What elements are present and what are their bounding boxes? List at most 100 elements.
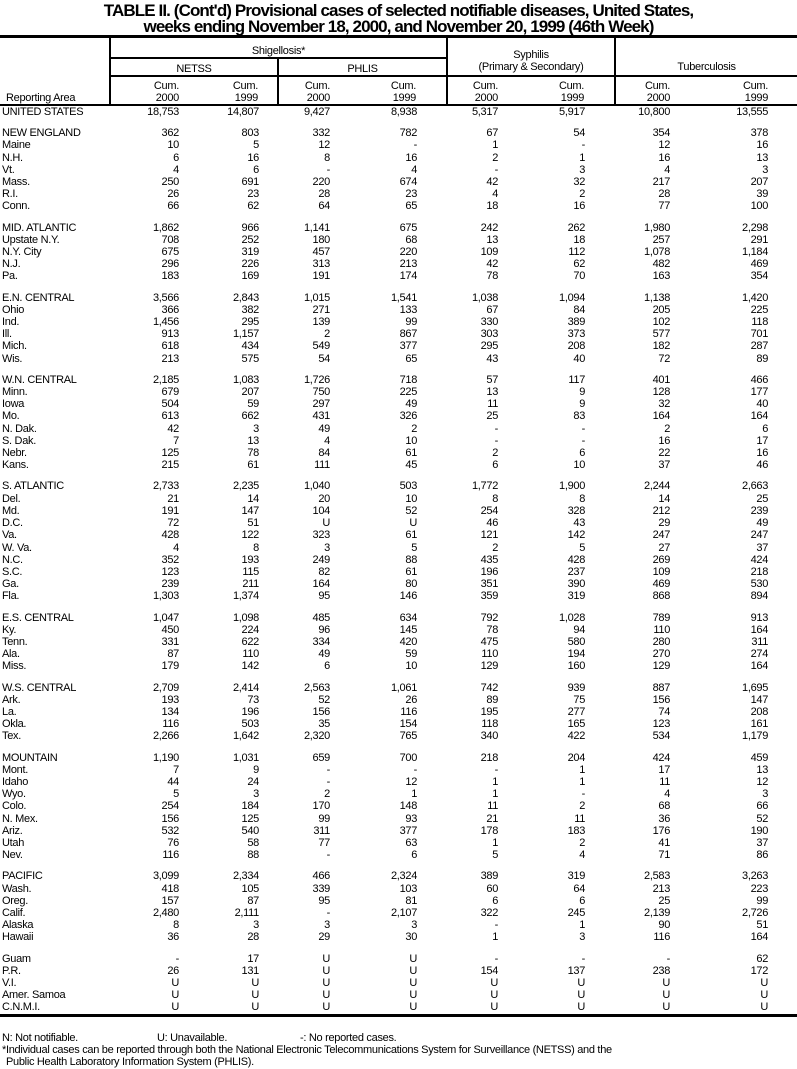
- cell-value: 418: [161, 882, 180, 895]
- cell-value: 125: [241, 812, 260, 825]
- cell-value: 1,420: [742, 291, 769, 304]
- cell-value: 11: [574, 812, 586, 825]
- cell-value: U: [577, 977, 586, 989]
- cell-value: 503: [399, 480, 418, 493]
- cell-value: 3: [579, 931, 586, 944]
- cell-value: 1,083: [232, 373, 259, 386]
- cell-value: 6: [762, 422, 769, 435]
- cell-value: 170: [312, 800, 331, 813]
- cell-value: 11: [487, 398, 499, 411]
- cell-value: U: [322, 964, 330, 977]
- cell-value: 57: [486, 373, 499, 386]
- cell-value: 3: [253, 788, 259, 801]
- table-row: Ga. 239 211 164 80 351 390 469 530: [0, 578, 797, 590]
- cell-value: 61: [247, 459, 259, 472]
- table-row: S.C. 123 115 82 61 196 237 109 218: [0, 566, 797, 578]
- cell-value: 2: [411, 422, 418, 435]
- cell-value: 424: [750, 553, 769, 566]
- cell-value: 2,843: [232, 291, 259, 304]
- cell-value: 89: [756, 352, 769, 365]
- cell-value: 100: [750, 200, 769, 213]
- table-row: N.Y. City 675 319 457 220 109 112 1,078 1,184: [0, 246, 797, 258]
- cell-value: 1: [492, 775, 499, 788]
- cell-value: 208: [567, 340, 586, 353]
- cell-value: 270: [652, 648, 671, 661]
- cell-value: 13: [486, 233, 499, 246]
- cell-value: 2,235: [232, 480, 259, 493]
- cell-value: 137: [567, 964, 586, 977]
- cell-value: 16: [405, 151, 418, 164]
- cell-value: 62: [247, 200, 259, 213]
- table-row: Wis. 213 575 54 65 43 40 72 89: [0, 353, 797, 365]
- cell-value: 30: [405, 931, 418, 944]
- cell-value: 3: [762, 788, 769, 801]
- cell-value: 239: [750, 504, 769, 517]
- cell-value: 332: [312, 127, 331, 140]
- cell-value: 1: [492, 788, 499, 801]
- cell-value: 475: [480, 635, 499, 648]
- cell-value: 35: [318, 718, 330, 731]
- cell-value: 504: [161, 398, 180, 411]
- cell-value: 42: [486, 258, 499, 271]
- cell-value: 1,157: [232, 328, 259, 341]
- cell-value: 1,862: [152, 221, 179, 234]
- cell-value: 42: [167, 422, 179, 435]
- cell-value: 382: [241, 303, 260, 316]
- cell-value: 59: [405, 648, 418, 661]
- reporting-area-name: Ala.: [2, 648, 20, 661]
- cell-value: 313: [312, 258, 331, 271]
- cell-value: 3,566: [152, 291, 179, 304]
- cell-value: 389: [480, 870, 499, 883]
- cell-value: 377: [399, 340, 418, 353]
- table-row: Ind. 1,456 295 139 99 330 389 102 118: [0, 316, 797, 328]
- cell-value: 68: [405, 233, 418, 246]
- cell-value: 8,938: [390, 106, 418, 118]
- cell-value: 2: [492, 151, 499, 164]
- cell-value: 88: [405, 553, 418, 566]
- table-row-region: MOUNTAIN 1,190 1,031 659 700 218 204 424 459: [0, 752, 797, 764]
- reporting-area-name: Okla.: [2, 718, 27, 731]
- reporting-area-name: Va.: [2, 529, 17, 542]
- header-column-cum: Cum. 2000: [277, 76, 366, 106]
- reporting-area-name: S. ATLANTIC: [2, 480, 64, 493]
- cell-value: 254: [161, 800, 180, 813]
- cell-value: 354: [652, 127, 671, 140]
- cell-value: 8: [324, 151, 330, 164]
- cell-value: 2,709: [152, 681, 179, 694]
- table-row: Nebr. 125 78 84 61 2 6 22 16: [0, 447, 797, 459]
- table-row: Hawaii 36 28 29 30 1 3 116 164: [0, 931, 797, 943]
- cell-value: 1,078: [644, 246, 671, 259]
- cell-value: 1,061: [390, 681, 418, 694]
- cell-value: 1,695: [742, 681, 769, 694]
- cell-value: 10: [405, 660, 418, 673]
- table-row-region: W.S. CENTRAL 2,709 2,414 2,563 1,061 742 939 88…: [0, 682, 797, 694]
- cell-value: 2,583: [644, 870, 671, 883]
- cell-value: 12: [405, 775, 418, 788]
- cell-value: 351: [480, 578, 499, 591]
- cell-value: -: [581, 788, 586, 801]
- header-column-label: Cum.: [558, 80, 585, 92]
- cell-value: 5: [579, 541, 586, 554]
- cell-value: 2,298: [742, 221, 769, 234]
- cell-value: 59: [247, 398, 259, 411]
- cell-value: 82: [318, 565, 330, 578]
- header-column-cum: Cum. 1999: [366, 76, 448, 106]
- table-row: Ariz. 532 540 311 377 178 183 176 190: [0, 825, 797, 837]
- cell-value: 52: [318, 693, 330, 706]
- cell-value: -: [581, 952, 586, 965]
- header-syphilis: Syphilis (Primary & Secondary): [446, 35, 616, 77]
- cell-value: 18: [486, 200, 499, 213]
- cell-value: 183: [161, 270, 180, 283]
- reporting-area-name: MOUNTAIN: [2, 751, 58, 764]
- cell-value: 3: [253, 422, 259, 435]
- cell-value: 176: [652, 824, 671, 837]
- cell-value: 72: [658, 352, 671, 365]
- reporting-area-name: Mont.: [2, 763, 29, 776]
- cell-value: 534: [652, 730, 671, 743]
- cell-value: 102: [652, 316, 671, 329]
- cell-value: 145: [399, 623, 418, 636]
- reporting-area-name: Vt.: [2, 163, 15, 176]
- reporting-area-name: V.I.: [2, 977, 17, 989]
- reporting-area-name: Hawaii: [2, 931, 34, 944]
- cell-value: 13,555: [736, 106, 769, 118]
